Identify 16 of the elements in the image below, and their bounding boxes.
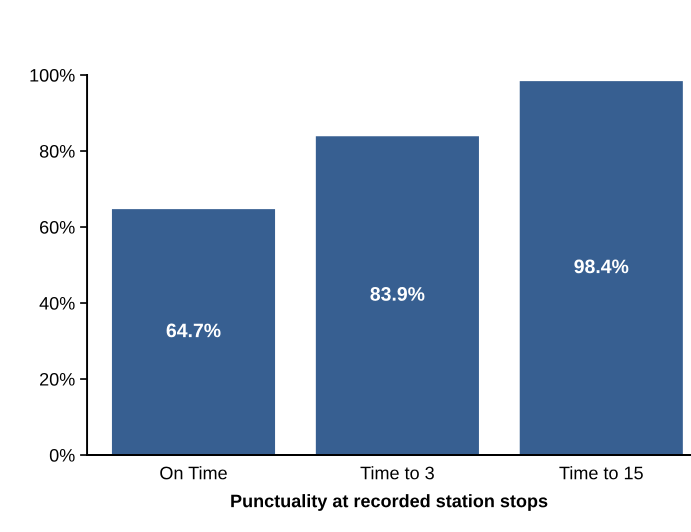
y-tick-label: 20% [40,372,75,386]
y-tick-label: 40% [40,296,75,310]
x-tick-label: Time to 3 [360,466,434,480]
data-label: 98.4% [574,260,628,274]
y-tick-label: 0% [50,448,75,462]
x-tick-label: Time to 15 [559,466,643,480]
data-label: 83.9% [370,287,424,301]
y-tick-label: 100% [30,68,75,82]
bar [520,81,683,456]
data-label: 64.7% [166,324,221,338]
y-tick-label: 80% [40,144,75,158]
bar [316,136,479,456]
x-axis-title: Punctuality at recorded station stops [231,494,548,511]
x-tick-label: On Time [160,466,227,480]
y-tick-label: 60% [40,220,75,234]
bar [112,209,276,456]
